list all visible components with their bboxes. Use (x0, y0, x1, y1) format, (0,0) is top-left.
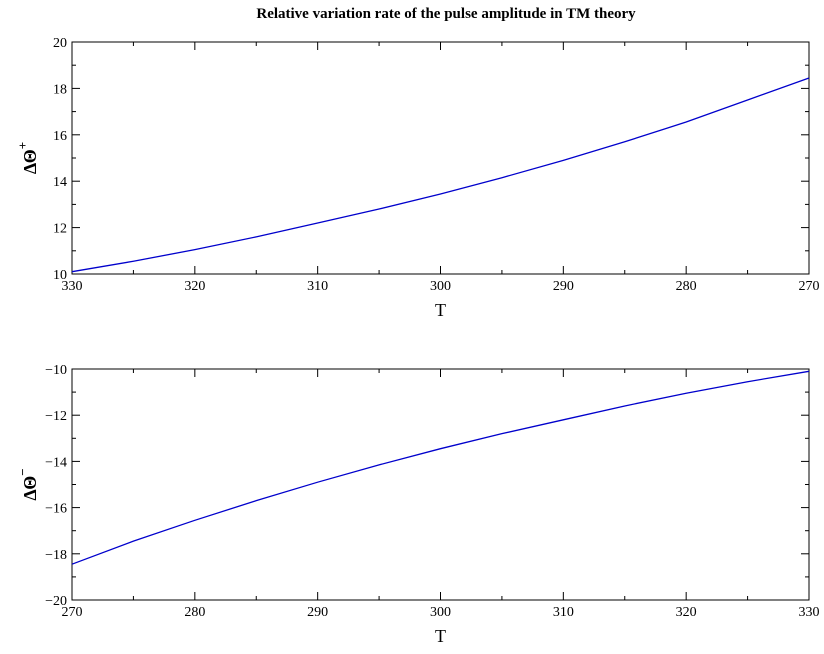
x-tick-label: 270 (62, 605, 83, 620)
x-axis-label: T (435, 626, 446, 646)
y-tick-label: −10 (45, 363, 67, 378)
x-tick-label: 310 (307, 279, 328, 294)
series-line-1 (71, 370, 810, 565)
y-tick-label: −14 (45, 455, 67, 470)
x-tick-label: 280 (184, 605, 205, 620)
y-tick-label: 18 (53, 82, 67, 97)
x-tick-label: 330 (62, 279, 83, 294)
y-axis-label: ΔΘ− (15, 468, 40, 500)
y-tick-label: −12 (45, 409, 67, 424)
x-tick-label: 320 (184, 279, 205, 294)
y-tick-label: 20 (53, 36, 67, 51)
chart-panel-2: 270 280 290 300 310 320 330 −20 −18 −16 −14 −12 −10 T… (15, 363, 820, 646)
y-axis-label-base: ΔΘ (20, 476, 40, 501)
x-tick-label: 330 (799, 605, 820, 620)
y-tick-label: −20 (45, 594, 67, 609)
x-tick-label: 280 (676, 279, 697, 294)
plot-frame (71, 368, 810, 601)
x-axis-label: T (435, 300, 446, 320)
y-tick-label: −16 (45, 502, 67, 517)
x-tick-label: 300 (430, 279, 451, 294)
chart-panel-1: 330 320 310 300 290 280 270 10 12 14 16 18 20 T ΔΘ+ (15, 36, 820, 320)
x-tick-label: 290 (553, 279, 574, 294)
y-axis-label: ΔΘ+ (15, 142, 40, 174)
y-axis-label-sup: + (15, 142, 30, 149)
y-tick-label: −18 (45, 548, 67, 563)
y-tick-label: 10 (53, 268, 67, 283)
y-tick-label: 16 (53, 129, 67, 144)
plot-frame (71, 41, 810, 275)
chart-title: Relative variation rate of the pulse amp… (256, 6, 636, 22)
x-tick-label: 310 (553, 605, 574, 620)
series-line-1 (71, 77, 810, 273)
y-axis-label-sup: − (15, 468, 30, 475)
y-tick-label: 12 (53, 222, 67, 237)
x-tick-label: 320 (676, 605, 697, 620)
x-tick-label: 300 (430, 605, 451, 620)
x-tick-label: 270 (799, 279, 820, 294)
x-tick-label: 290 (307, 605, 328, 620)
y-tick-label: 14 (53, 175, 67, 190)
y-axis-label-base: ΔΘ (20, 149, 40, 174)
